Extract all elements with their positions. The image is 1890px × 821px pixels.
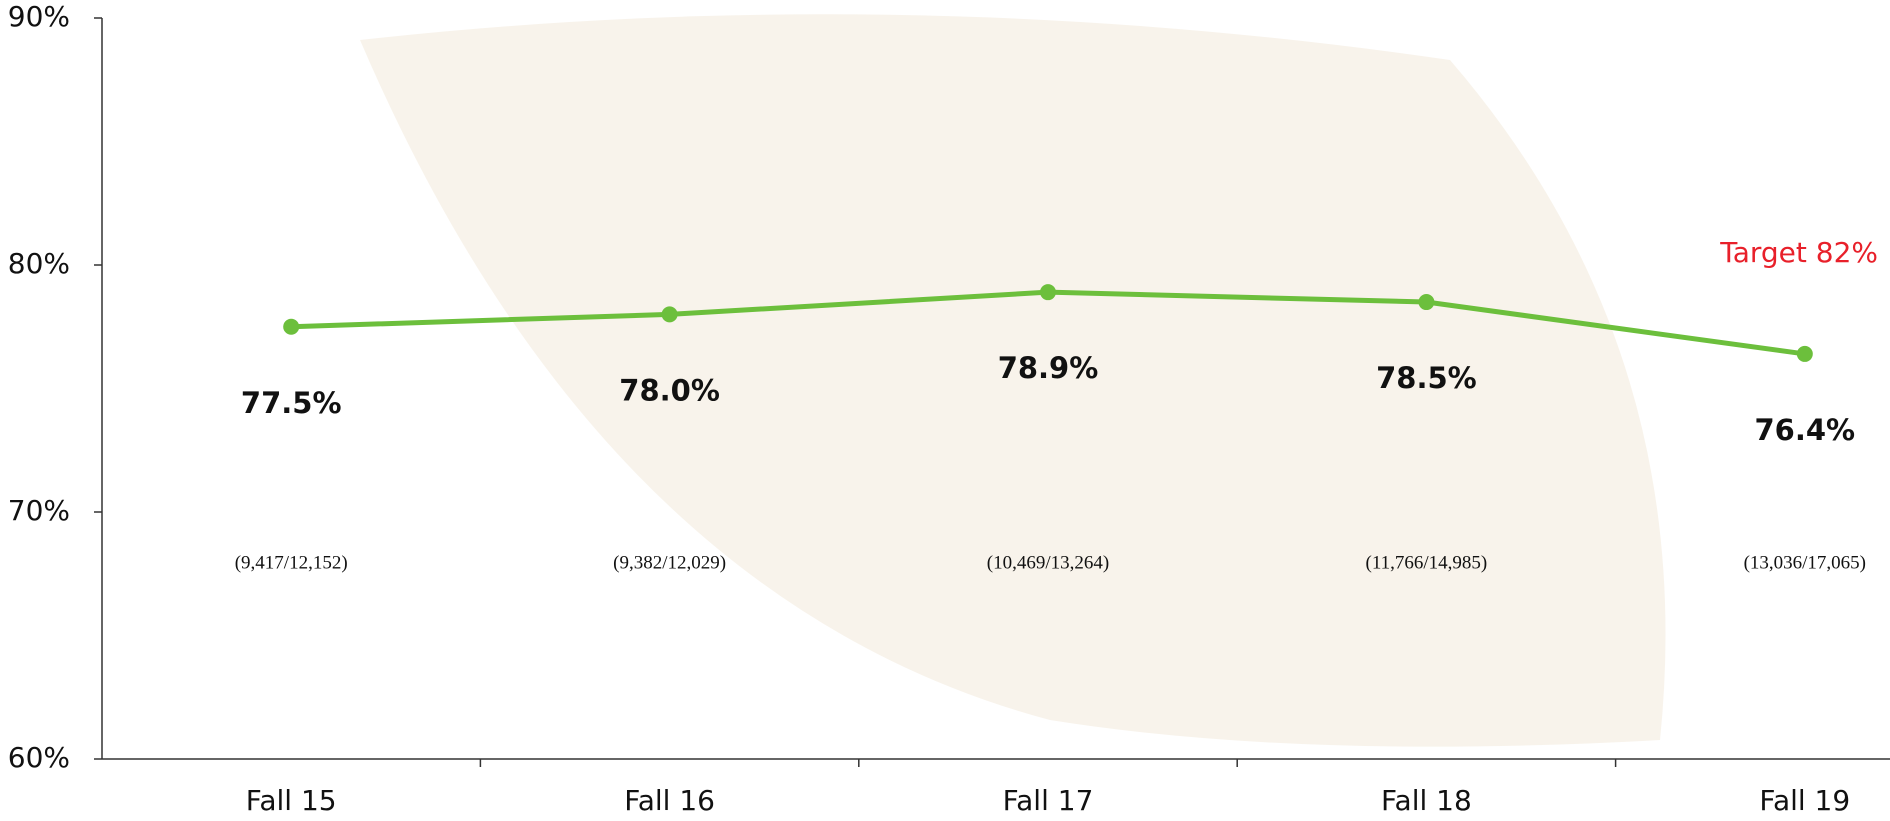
- x-tick-label: Fall 15: [246, 784, 337, 817]
- count-label: (13,036/17,065): [1744, 552, 1866, 573]
- point: [661, 306, 678, 323]
- point: [1796, 345, 1813, 362]
- point: [1418, 294, 1435, 311]
- x-tick-label: Fall 18: [1381, 784, 1472, 817]
- value-label: 76.4%: [1754, 413, 1855, 447]
- y-tick-label: 70%: [8, 494, 70, 527]
- annotation: Target 82%: [1719, 236, 1878, 269]
- x-tick-label: Fall 16: [624, 784, 715, 817]
- point: [1040, 284, 1056, 301]
- background-photo: [360, 14, 1666, 747]
- value-label: 78.5%: [1376, 361, 1477, 395]
- count-label: (10,469/13,264): [987, 552, 1109, 573]
- x-tick-label: Fall 19: [1759, 784, 1850, 817]
- y-tick-label: 60%: [8, 741, 70, 774]
- count-label: (9,417/12,152): [235, 552, 348, 573]
- point: [283, 318, 300, 335]
- y-tick-label: 90%: [8, 0, 70, 33]
- count-label: (11,766/14,985): [1366, 552, 1488, 573]
- value-label: 77.5%: [241, 386, 342, 420]
- value-label: 78.0%: [619, 373, 720, 407]
- count-label: (9,382/12,029): [613, 552, 726, 573]
- y-tick-label: 80%: [8, 247, 70, 280]
- x-tick-label: Fall 17: [1003, 784, 1094, 817]
- value-label: 78.9%: [998, 351, 1099, 385]
